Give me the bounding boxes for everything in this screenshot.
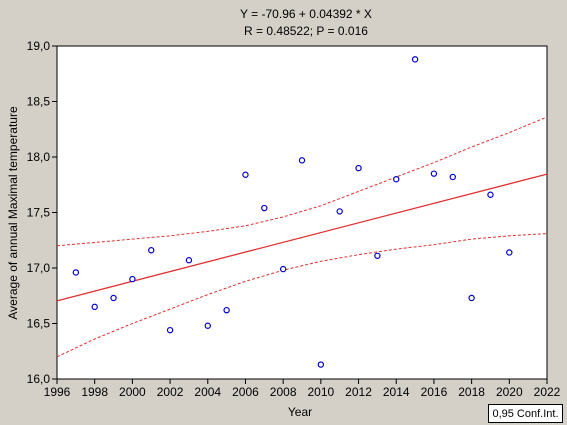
data-point bbox=[261, 204, 268, 212]
data-point bbox=[279, 265, 287, 273]
y-tick-label: 18,5 bbox=[27, 95, 51, 109]
data-point bbox=[129, 275, 136, 283]
y-tick-label: 16,5 bbox=[27, 317, 51, 331]
data-point bbox=[204, 322, 211, 329]
lower-confidence-curve bbox=[56, 233, 548, 358]
data-point bbox=[506, 249, 513, 256]
chart-title-equation: Y = -70.96 + 0.04392 * X bbox=[240, 7, 372, 21]
y-tick-label: 16,0 bbox=[27, 372, 51, 386]
y-tick-label: 17,0 bbox=[27, 261, 51, 275]
data-point bbox=[487, 191, 494, 198]
data-point bbox=[336, 208, 343, 215]
y-tick-label: 17,5 bbox=[27, 206, 51, 220]
x-tick-label: 2004 bbox=[194, 385, 221, 399]
data-point bbox=[185, 257, 193, 264]
data-point bbox=[223, 306, 230, 314]
confidence-interval-legend: 0,95 Conf.Int. bbox=[488, 404, 563, 423]
x-tick-label: 2010 bbox=[307, 385, 334, 399]
data-point bbox=[242, 171, 249, 178]
data-point bbox=[468, 294, 475, 302]
x-tick-label: 2016 bbox=[421, 385, 448, 399]
x-axis-label: Year bbox=[288, 405, 312, 419]
data-point bbox=[91, 303, 98, 311]
x-tick-label: 2022 bbox=[534, 385, 561, 399]
x-tick-label: 2020 bbox=[496, 385, 523, 399]
data-point bbox=[393, 175, 400, 183]
data-point bbox=[430, 170, 438, 177]
y-axis-label: Average of annual Maximal temperature bbox=[6, 106, 20, 320]
x-tick-label: 2002 bbox=[157, 385, 184, 399]
x-tick-label: 1998 bbox=[81, 385, 108, 399]
data-point bbox=[411, 56, 419, 63]
y-tick-label: 18,0 bbox=[27, 150, 51, 164]
data-point bbox=[72, 269, 80, 276]
data-point bbox=[166, 326, 174, 334]
plot-area: 1996 1998 2000 2002 2004 2006 2008 2010 2012 2014… bbox=[27, 39, 561, 399]
plot-frame bbox=[56, 45, 548, 380]
x-tick-label: 2008 bbox=[270, 385, 297, 399]
data-point bbox=[298, 157, 306, 164]
x-tick-label: 2000 bbox=[119, 385, 146, 399]
y-tick-label: 19,0 bbox=[27, 39, 51, 53]
x-tick-label: 2018 bbox=[458, 385, 485, 399]
chart-title-stats: R = 0.48522; P = 0.016 bbox=[244, 24, 368, 38]
data-point bbox=[449, 173, 456, 181]
x-tick-label: 1996 bbox=[44, 385, 71, 399]
x-tick-label: 2006 bbox=[232, 385, 259, 399]
data-point bbox=[110, 294, 117, 302]
data-point bbox=[148, 247, 155, 254]
data-point bbox=[374, 252, 381, 259]
x-tick-label: 2014 bbox=[383, 385, 410, 399]
regression-line bbox=[56, 173, 548, 302]
upper-confidence-curve bbox=[56, 116, 548, 247]
x-tick-label: 2012 bbox=[345, 385, 372, 399]
data-point bbox=[317, 361, 325, 368]
data-point bbox=[355, 164, 362, 172]
